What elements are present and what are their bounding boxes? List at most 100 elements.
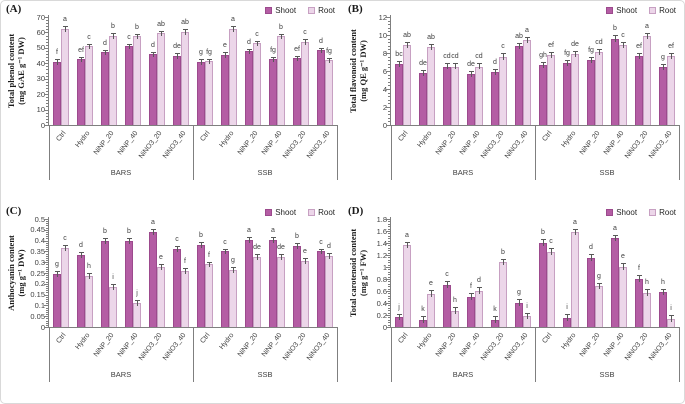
y-minor-tick [46, 253, 48, 255]
y-minor-tick [388, 324, 390, 326]
error-bar-cap [79, 251, 84, 253]
group-separator-line [679, 125, 680, 180]
bar-shoot-bars-ninp_40 [467, 73, 475, 125]
group-label: SSB [599, 168, 615, 177]
y-minor-tick [46, 266, 48, 268]
y-minor-tick [46, 320, 48, 322]
error-bar-cap [175, 246, 180, 248]
significance-letter: g [231, 256, 235, 264]
bar-root-bars-nino3_40 [181, 31, 189, 125]
legend: Shoot Root [606, 6, 676, 15]
error-bar-stem [495, 68, 496, 75]
category-label: NiNP_40 [458, 130, 482, 157]
y-major-tick [44, 327, 48, 328]
y-minor-tick [388, 121, 390, 123]
y-minor-tick [388, 74, 390, 76]
y-minor-tick [388, 271, 390, 273]
error-bar-cap [103, 50, 108, 52]
y-minor-tick [388, 226, 390, 228]
group-label: BARS [110, 168, 132, 177]
error-bar-cap [589, 254, 594, 256]
category-label: Ctrl [541, 130, 554, 143]
error-bar-stem [527, 37, 528, 44]
error-bar-cap [597, 282, 602, 284]
error-bar-cap [397, 60, 402, 62]
y-tick-label: 10 [378, 30, 387, 40]
panel-label: (C) [6, 205, 22, 217]
y-minor-tick [46, 309, 48, 311]
y-minor-tick [388, 262, 390, 264]
y-minor-tick [46, 242, 48, 244]
error-bar-cap [319, 47, 324, 49]
bar-root-ssb-hydro [571, 53, 579, 125]
y-minor-tick [46, 314, 48, 316]
error-bar-cap [613, 234, 618, 236]
significance-letter: g [199, 49, 203, 57]
error-bar-cap [295, 243, 300, 245]
y-tick-label: 20 [36, 89, 45, 99]
y-major-tick [386, 243, 390, 244]
y-minor-tick [46, 247, 48, 249]
error-bar-stem [209, 261, 210, 268]
y-major-tick [44, 283, 48, 285]
significance-letter: g [55, 261, 59, 269]
y-major-tick [386, 231, 390, 232]
y-minor-tick [46, 106, 48, 108]
significance-letter: bc [395, 50, 403, 58]
bar-root-ssb-nino3_20 [301, 261, 309, 327]
error-bar-stem [407, 41, 408, 48]
significance-letter: c [445, 271, 449, 279]
y-tick-label: 1 [382, 262, 387, 272]
error-bar-cap [255, 253, 260, 255]
error-bar-cap [549, 51, 554, 53]
legend-item-shoot: Shoot [606, 208, 637, 217]
y-tick-label: 0 [40, 120, 45, 130]
significance-letter: g [661, 54, 665, 62]
error-bar-stem [567, 59, 568, 66]
error-bar-cap [421, 69, 426, 71]
y-minor-tick [46, 290, 48, 292]
y-minor-tick [46, 264, 48, 266]
y-major-tick [44, 17, 48, 18]
error-bar-cap [589, 57, 594, 59]
error-bar-stem [551, 51, 552, 58]
error-bar-stem [431, 290, 432, 297]
y-major-tick [386, 107, 390, 108]
bar-shoot-bars-ninp_40 [125, 46, 133, 125]
y-axis-line [390, 15, 391, 125]
y-tick-label: 50 [36, 43, 45, 53]
legend-swatch-shoot [606, 7, 614, 14]
error-bar-stem [431, 43, 432, 50]
error-bar-cap [429, 43, 434, 45]
error-bar-cap [541, 239, 546, 241]
bar-shoot-bars-nino3_20 [149, 231, 157, 327]
error-bar-stem [567, 314, 568, 321]
error-bar-cap [79, 57, 84, 59]
group-separator-line [391, 327, 392, 382]
y-minor-tick [46, 277, 48, 279]
significance-letter: a [151, 219, 155, 227]
y-minor-tick [388, 307, 390, 309]
error-bar-cap [669, 315, 674, 316]
bar-shoot-ssb-nino3_20 [293, 246, 301, 327]
error-bar-cap [207, 58, 212, 60]
category-label: NiNP_40 [602, 130, 626, 157]
error-bar-cap [63, 245, 68, 247]
legend-item-shoot: Shoot [606, 6, 637, 15]
significance-letter: b [279, 23, 283, 31]
error-bar-cap [405, 241, 410, 243]
error-bar-cap [159, 263, 164, 265]
bar-root-ssb-hydro [571, 232, 579, 327]
error-bar-cap [669, 52, 674, 54]
bar-shoot-ssb-ctrl [539, 64, 547, 125]
error-bar-cap [597, 48, 602, 50]
bar-root-bars-ctrl [61, 248, 69, 327]
y-minor-tick [46, 257, 48, 259]
y-tick-label: 0 [382, 322, 387, 332]
category-label: NiNO3_20 [281, 130, 308, 161]
category-label: NiNP_20 [236, 130, 260, 157]
error-bar-stem [503, 53, 504, 60]
y-major-tick [386, 303, 390, 304]
bar-shoot-ssb-ninp_20 [587, 258, 595, 327]
significance-letter: b [199, 232, 203, 240]
